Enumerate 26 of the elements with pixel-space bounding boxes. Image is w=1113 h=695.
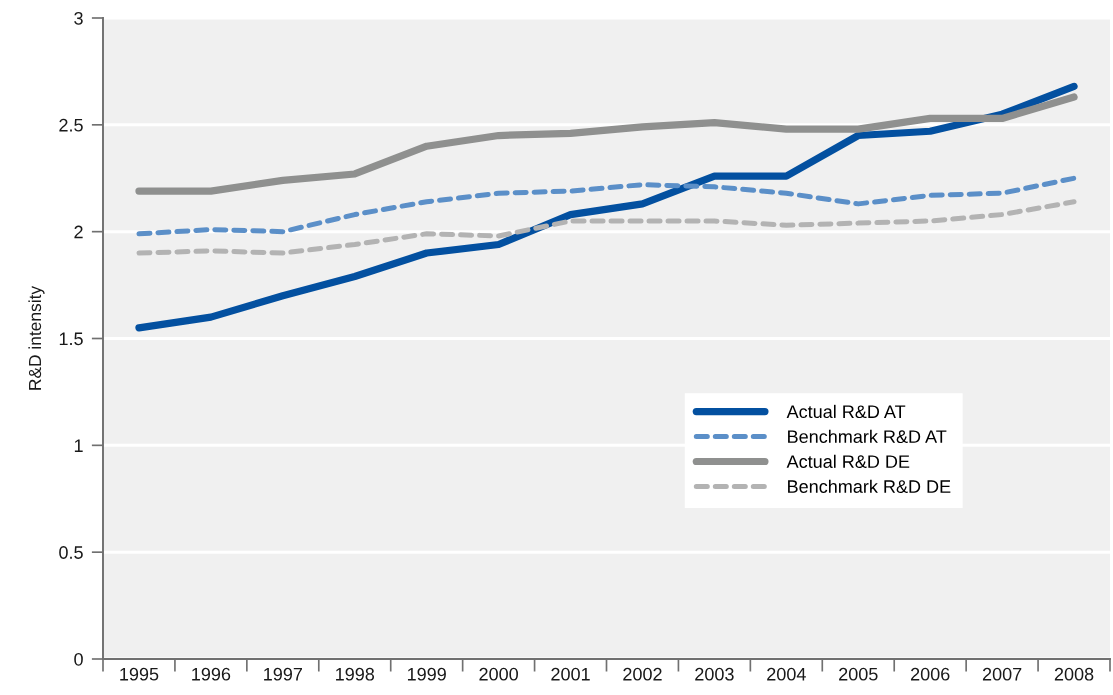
y-axis-title: R&D intensity <box>28 285 45 390</box>
y-tick-label: 0.5 <box>59 546 83 559</box>
legend-label: Benchmark R&D DE <box>788 479 951 493</box>
legend-label: Actual R&D AT <box>786 404 906 419</box>
x-tick-label: 2006 <box>911 667 950 681</box>
x-tick-label: 2002 <box>623 667 662 681</box>
x-tick-label: 1995 <box>120 667 159 681</box>
x-tick-label: 1997 <box>264 667 302 681</box>
y-tick-label: 3 <box>74 11 83 25</box>
x-tick-label: 2007 <box>982 667 1022 681</box>
x-tick-label: 2008 <box>1054 667 1094 681</box>
y-tick-label: 1 <box>74 439 83 452</box>
x-tick-label: 2004 <box>767 667 806 681</box>
x-tick-label: 1999 <box>407 667 446 681</box>
y-tick-label: 0 <box>74 652 83 666</box>
x-tick-label: 2005 <box>839 667 878 681</box>
y-tick-label: 2.5 <box>59 118 83 132</box>
x-tick-label: 2003 <box>695 667 734 681</box>
y-tick-label: 2 <box>74 225 83 239</box>
x-tick-label: 2000 <box>479 667 518 681</box>
legend-label: Actual R&D DE <box>786 454 910 468</box>
x-tick-label: 1996 <box>192 667 231 681</box>
x-tick-label: 2001 <box>551 667 590 681</box>
legend-label: Benchmark R&D AT <box>788 429 947 444</box>
x-tick-label: 1998 <box>336 667 375 681</box>
y-tick-label: 1.5 <box>59 332 83 346</box>
